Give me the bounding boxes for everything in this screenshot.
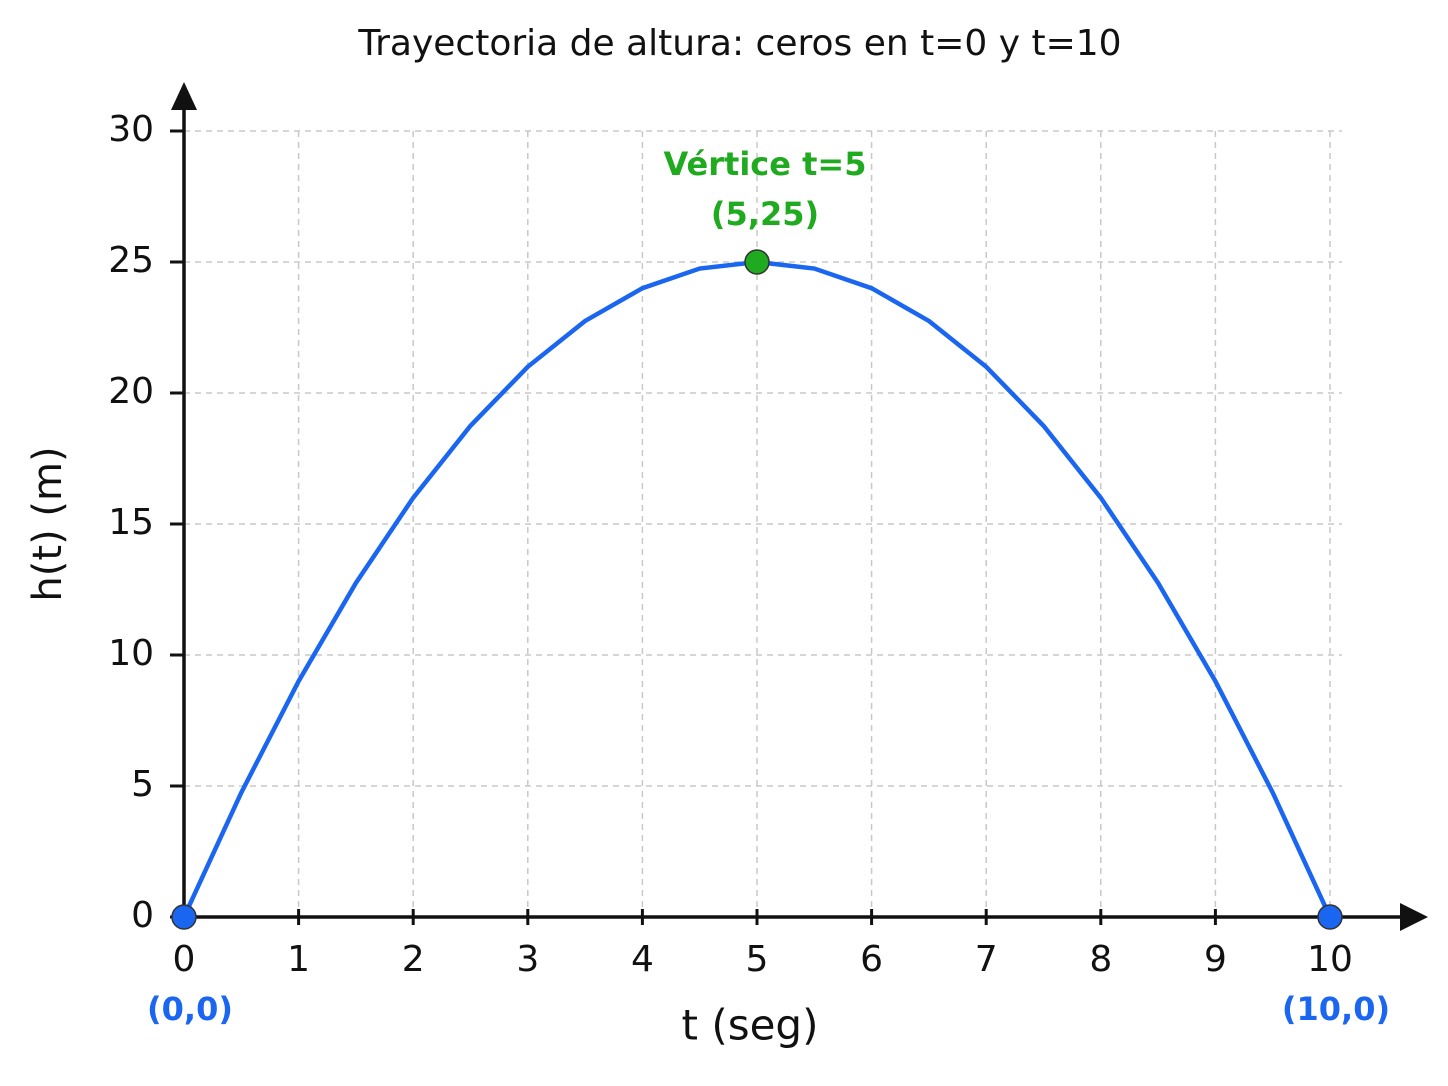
x-tick-label: 3: [516, 939, 539, 980]
y-axis-label: h(t) (m): [25, 446, 71, 601]
x-axis-label: t (seg): [682, 1001, 819, 1050]
x-tick-label: 10: [1307, 939, 1353, 980]
y-tick-label: 10: [108, 633, 154, 674]
point-marker: [1317, 904, 1343, 930]
x-tick-label: 2: [402, 939, 425, 980]
x-tick-label: 8: [1089, 939, 1112, 980]
x-tick-label: 6: [860, 939, 883, 980]
point-label: (5,25): [711, 195, 819, 233]
x-tick-label: 5: [746, 939, 769, 980]
chart-title: Trayectoria de altura: ceros en t=0 y t=…: [357, 23, 1121, 64]
y-tick-label: 5: [131, 764, 154, 805]
x-tick-label: 9: [1204, 939, 1227, 980]
x-tick-label: 4: [631, 939, 654, 980]
point-title: Vértice t=5: [664, 145, 867, 183]
point-marker: [744, 249, 770, 275]
x-axis-arrow: [1400, 903, 1428, 931]
x-tick-label: 1: [287, 939, 310, 980]
y-axis-arrow: [171, 82, 197, 110]
y-tick-label: 25: [108, 240, 154, 281]
x-tick-label: 0: [173, 939, 196, 980]
y-tick-label: 15: [108, 502, 154, 543]
y-tick-label: 20: [108, 371, 154, 412]
x-tick-label: 7: [975, 939, 998, 980]
point-marker: [171, 904, 197, 930]
point-label: (10,0): [1282, 990, 1390, 1028]
point-label: (0,0): [147, 990, 233, 1028]
y-tick-label: 0: [131, 895, 154, 936]
y-tick-label: 30: [108, 109, 154, 150]
